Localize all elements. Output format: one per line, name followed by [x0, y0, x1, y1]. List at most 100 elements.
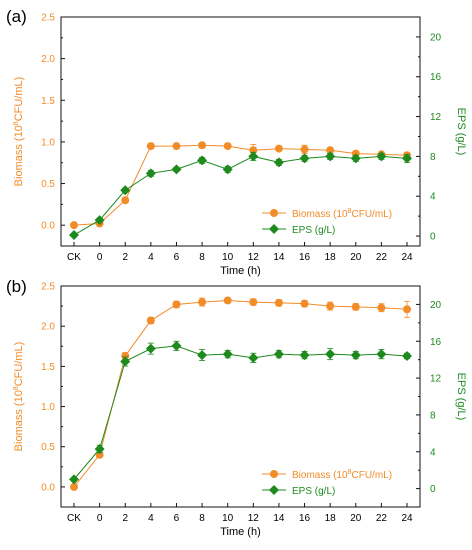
x-tick-label: 10 [222, 513, 234, 524]
data-point-eps [120, 185, 131, 196]
x-tick-label: 18 [325, 513, 337, 524]
y-left-tick-label: 2.5 [41, 282, 55, 293]
data-point-eps [325, 349, 336, 360]
x-tick-label: 4 [148, 513, 154, 524]
data-point-eps [69, 230, 79, 241]
label-part: Biomass (10 [292, 209, 348, 220]
data-point-eps [350, 153, 361, 164]
data-point-biomass [172, 300, 181, 309]
y-right-tick-label: 16 [430, 337, 442, 348]
y-right-tick-label: 0 [430, 232, 436, 243]
data-point-biomass [198, 141, 207, 150]
data-point-biomass [274, 298, 283, 307]
data-point-biomass [249, 298, 258, 307]
y-right-tick-label: 16 [430, 72, 442, 83]
x-tick-label: 16 [299, 252, 311, 263]
data-point-eps [376, 151, 387, 162]
y-right-tick-label: 20 [430, 32, 442, 43]
data-point-eps [120, 356, 131, 367]
x-tick-label: 14 [273, 252, 285, 263]
data-point-eps [94, 215, 105, 226]
plot-frame [60, 16, 421, 247]
label-part: CFU/mL) [351, 209, 392, 220]
y-right-axis-title: EPS (g/L) [455, 373, 467, 421]
y-left-tick-label: 0.5 [41, 179, 55, 190]
x-tick-label: 24 [401, 252, 413, 263]
data-point-eps [94, 443, 105, 454]
data-point-eps [376, 349, 387, 360]
x-axis-title: Time (h) [220, 265, 261, 277]
data-point-biomass [300, 145, 309, 154]
series-line-eps [73, 155, 408, 236]
x-tick-label: 12 [248, 513, 260, 524]
data-point-eps [299, 153, 310, 164]
label-superscript: 8 [13, 121, 20, 125]
x-tick-label: 6 [174, 513, 180, 524]
y-right-tick-label: 12 [430, 374, 442, 385]
legend-label-biomass: Biomass (108CFU/mL) [292, 469, 392, 481]
data-point-eps [299, 350, 310, 361]
data-point-eps [325, 151, 336, 162]
y-left-tick-label: 0.0 [41, 482, 55, 493]
legend-label-eps: EPS (g/L) [292, 486, 335, 497]
x-tick-label: 8 [199, 252, 205, 263]
y-left-tick-label: 1.0 [41, 402, 55, 413]
y-left-tick-label: 2.0 [41, 322, 55, 333]
legend-marker-eps [269, 485, 279, 495]
data-point-biomass [146, 142, 155, 151]
x-tick-label: 16 [299, 513, 311, 524]
x-tick-label: 12 [248, 252, 260, 263]
x-tick-label: 2 [122, 252, 128, 263]
legend-marker-biomass [270, 209, 278, 217]
data-point-eps [273, 349, 284, 360]
y-right-axis-title: EPS (g/L) [455, 108, 467, 156]
data-point-eps [69, 474, 79, 485]
data-point-eps [402, 153, 412, 164]
label-part: Biomass (10 [13, 125, 25, 186]
data-point-biomass [403, 305, 411, 314]
data-point-biomass [326, 146, 335, 155]
x-tick-label: 0 [97, 252, 103, 263]
x-tick-label: 24 [401, 513, 413, 524]
data-point-eps [171, 340, 182, 351]
legend-marker-biomass [270, 470, 278, 478]
data-point-eps [273, 157, 284, 168]
data-point-eps [197, 155, 208, 166]
y-left-tick-label: 0.5 [41, 442, 55, 453]
data-point-eps [402, 350, 412, 361]
y-left-tick-label: 1.0 [41, 137, 55, 148]
x-tick-label: 4 [148, 252, 154, 263]
data-point-biomass [351, 302, 360, 311]
y-left-axis-title: Biomass (108CFU/mL) [13, 342, 25, 452]
x-tick-label: 22 [376, 513, 388, 524]
label-part: CFU/mL) [13, 342, 25, 387]
data-point-biomass [121, 196, 130, 205]
data-point-biomass [146, 316, 155, 325]
label-part: CFU/mL) [13, 77, 25, 122]
data-point-eps [222, 164, 233, 175]
label-part: Biomass (10 [292, 470, 348, 481]
y-left-tick-label: 2.0 [41, 54, 55, 65]
legend-label-biomass: Biomass (108CFU/mL) [292, 208, 392, 220]
x-tick-label: 18 [325, 252, 337, 263]
label-superscript: 8 [348, 469, 352, 476]
x-tick-label: 22 [376, 252, 388, 263]
data-point-eps [171, 164, 182, 175]
data-point-biomass [70, 221, 78, 230]
data-point-biomass [223, 142, 232, 151]
x-tick-label: 8 [199, 513, 205, 524]
y-left-tick-label: 0.0 [41, 221, 55, 232]
data-point-biomass [300, 299, 309, 308]
data-point-biomass [172, 142, 181, 151]
data-point-biomass [223, 296, 232, 305]
x-tick-label: 0 [97, 513, 103, 524]
y-right-tick-label: 4 [430, 192, 436, 203]
legend: Biomass (108CFU/mL) EPS (g/L) [262, 469, 392, 497]
legend: Biomass (108CFU/mL) EPS (g/L) [262, 208, 392, 236]
data-point-biomass [326, 302, 335, 311]
label-part: Biomass (10 [13, 390, 25, 451]
x-tick-label: 6 [174, 252, 180, 263]
